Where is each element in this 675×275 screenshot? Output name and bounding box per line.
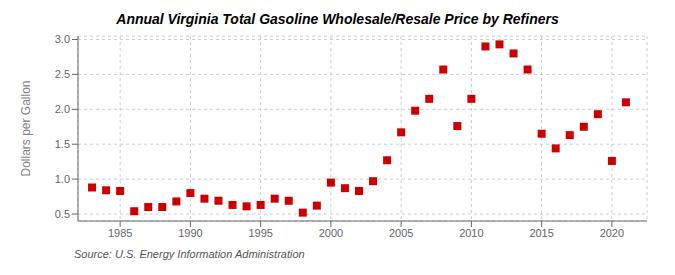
svg-text:2010: 2010 (459, 227, 483, 239)
svg-text:1985: 1985 (108, 227, 132, 239)
svg-text:2000: 2000 (319, 227, 343, 239)
html-text:Source: U.S. Energy Informatio: Source: U.S. Energy Information Administ… (74, 248, 305, 260)
svg-text:1.0: 1.0 (55, 173, 70, 185)
svg-text:2.5: 2.5 (55, 68, 70, 80)
svg-text:2005: 2005 (389, 227, 413, 239)
svg-text:1.5: 1.5 (55, 138, 70, 150)
svg-text:1995: 1995 (248, 227, 272, 239)
svg-text:Dollars per Gallon: Dollars per Gallon (19, 80, 33, 176)
svg-text:2.0: 2.0 (55, 103, 70, 115)
svg-text:3.0: 3.0 (55, 33, 70, 45)
svg-text:0.5: 0.5 (55, 208, 70, 220)
html-text:Annual Virginia Total Gasoline: Annual Virginia Total Gasoline Wholesale… (116, 11, 559, 27)
svg-text:1990: 1990 (178, 227, 202, 239)
svg-text:2020: 2020 (600, 227, 624, 239)
svg-text:2015: 2015 (529, 227, 553, 239)
